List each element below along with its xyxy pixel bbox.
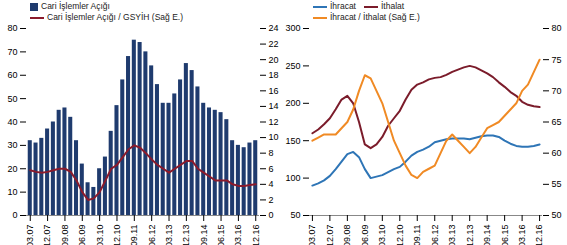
svg-text:200: 200 [285,98,300,108]
svg-text:12.16: 12.16 [534,225,544,245]
svg-text:0: 0 [12,210,17,220]
svg-text:09.14: 09.14 [482,225,492,245]
svg-text:12.10: 12.10 [395,225,405,245]
svg-text:2: 2 [269,195,274,205]
svg-text:18: 18 [269,70,279,80]
svg-text:80: 80 [552,23,562,33]
svg-text:10: 10 [7,187,17,197]
svg-text:50: 50 [552,210,562,220]
svg-text:09.11: 09.11 [412,225,422,245]
svg-text:20: 20 [269,55,279,65]
svg-text:80: 80 [7,23,17,33]
svg-text:16: 16 [269,86,279,96]
svg-text:70: 70 [7,47,17,57]
svg-text:03.07: 03.07 [25,225,35,245]
svg-text:12.13: 12.13 [465,225,475,245]
svg-text:09.14: 09.14 [199,225,209,245]
svg-text:8: 8 [269,148,274,158]
svg-text:150: 150 [285,136,300,146]
svg-text:12.07: 12.07 [325,225,335,245]
svg-text:12: 12 [269,117,279,127]
svg-text:03.16: 03.16 [517,225,527,245]
svg-text:06.09: 06.09 [77,225,87,245]
svg-text:60: 60 [7,70,17,80]
svg-text:12.07: 12.07 [42,225,52,245]
html-text:İhracat / İthalat (Sağ E.): İhracat / İthalat (Sağ E.) [330,12,420,22]
html-text:İhracat: İhracat [330,1,356,11]
svg-text:03.10: 03.10 [95,225,105,245]
html-text:İthalat: İthalat [381,1,405,11]
svg-text:0: 0 [269,210,274,220]
svg-text:22: 22 [269,39,279,49]
svg-text:12.16: 12.16 [251,225,261,245]
svg-text:03.07: 03.07 [307,225,317,245]
svg-text:250: 250 [285,61,300,71]
svg-text:06.15: 06.15 [216,225,226,245]
svg-text:70: 70 [552,86,562,96]
svg-text:6: 6 [269,164,274,174]
svg-text:06.12: 06.12 [147,225,157,245]
svg-text:03.13: 03.13 [447,225,457,245]
svg-text:14: 14 [269,101,279,111]
html-text:Cari İşlemler Açığı: Cari İşlemler Açığı [41,1,110,11]
svg-text:75: 75 [552,55,562,65]
svg-text:65: 65 [552,117,562,127]
svg-text:09.08: 09.08 [60,225,70,245]
svg-text:100: 100 [285,173,300,183]
svg-text:03.10: 03.10 [377,225,387,245]
svg-text:60: 60 [552,148,562,158]
svg-text:50: 50 [7,94,17,104]
html-text:Cari İşlemler Açığı / GSYİH (S: Cari İşlemler Açığı / GSYİH (Sağ E.) [47,12,183,22]
svg-text:12.13: 12.13 [181,225,191,245]
svg-text:4: 4 [269,179,274,189]
svg-text:06.09: 06.09 [360,225,370,245]
svg-text:03.16: 03.16 [233,225,243,245]
svg-text:55: 55 [552,179,562,189]
svg-text:12.10: 12.10 [112,225,122,245]
svg-text:03.13: 03.13 [164,225,174,245]
svg-text:20: 20 [7,164,17,174]
svg-text:06.15: 06.15 [500,225,510,245]
svg-text:40: 40 [7,117,17,127]
svg-text:300: 300 [285,23,300,33]
svg-text:24: 24 [269,23,279,33]
svg-text:30: 30 [7,140,17,150]
svg-text:09.08: 09.08 [342,225,352,245]
svg-text:10: 10 [269,132,279,142]
svg-text:06.12: 06.12 [430,225,440,245]
svg-text:50: 50 [290,210,300,220]
svg-text:09.11: 09.11 [129,225,139,245]
